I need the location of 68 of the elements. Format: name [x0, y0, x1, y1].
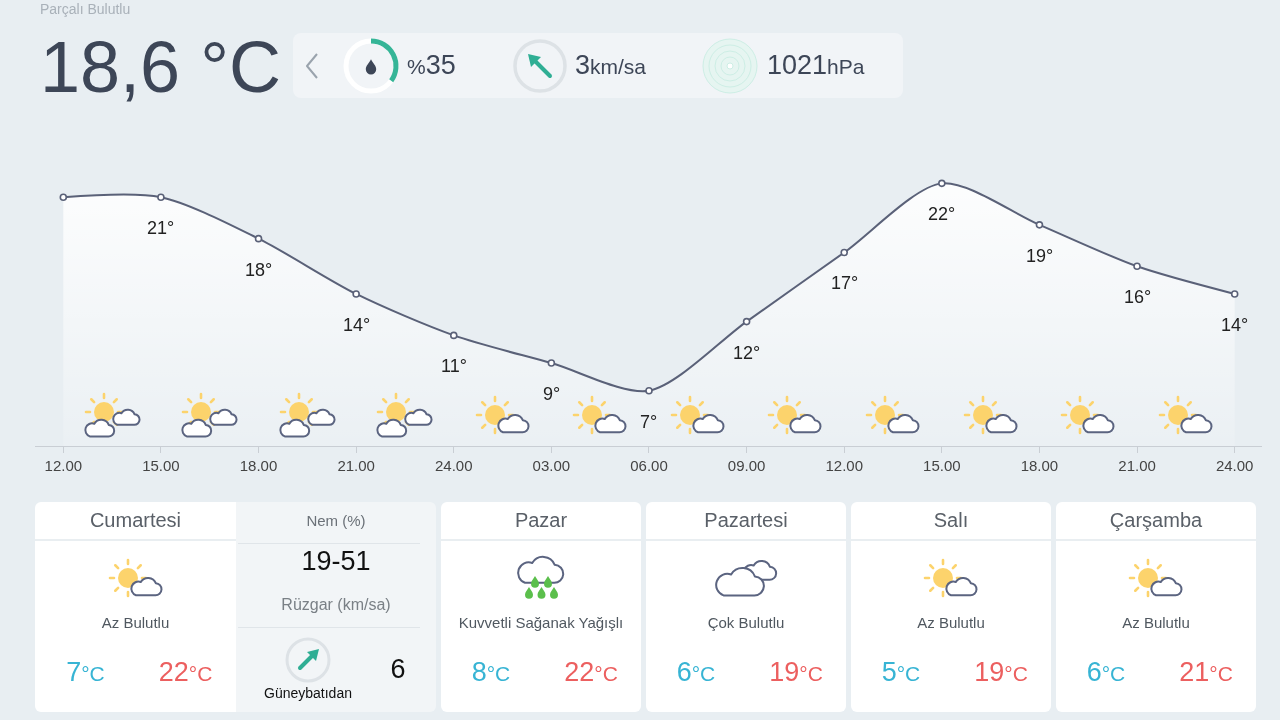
- x-tick-label: 06.00: [630, 457, 668, 474]
- point: [352, 290, 360, 298]
- point: [1230, 290, 1239, 298]
- data-label: 19°: [1026, 246, 1054, 266]
- text: Pazartesi: [704, 508, 788, 532]
- x-tick-label: 18.00: [1020, 457, 1059, 474]
- data-label: 7°: [640, 412, 658, 432]
- text: 8°C: [471, 657, 511, 688]
- text: Cumartesi: [89, 508, 182, 532]
- x-tick-label: 24.00: [1215, 457, 1254, 474]
- point: [645, 386, 653, 395]
- data-label: 14°: [343, 315, 371, 335]
- text: Az Bulutlu: [101, 614, 170, 632]
- text: Kuvvetli Sağanak Yağışlı: [458, 614, 624, 632]
- point: [742, 317, 751, 326]
- text: Az Bulutlu: [917, 614, 985, 632]
- x-tick-label: 18.00: [239, 457, 278, 474]
- text: %35: [407, 50, 456, 81]
- data-label: 9°: [543, 384, 561, 404]
- text: Güneybatıdan: [264, 684, 352, 702]
- point: [449, 331, 458, 340]
- data-label: 16°: [1124, 287, 1152, 307]
- text: Çok Bulutlu: [707, 614, 785, 632]
- text: 6: [390, 654, 406, 686]
- x-tick-label: 21.00: [1118, 457, 1156, 474]
- text: 6°C: [676, 657, 716, 688]
- text: 6°C: [1086, 657, 1126, 688]
- point: [1133, 262, 1141, 271]
- x-tick-label: 12.00: [825, 457, 863, 474]
- text: 19°C: [769, 657, 823, 688]
- data-label: 21°: [147, 218, 175, 238]
- x-tick-label: 03.00: [532, 457, 571, 474]
- data-label: 18°: [245, 260, 273, 280]
- text: 18,6 °C: [40, 25, 281, 109]
- text: 21°C: [1179, 657, 1233, 688]
- x-tick-label: 15.00: [923, 457, 961, 474]
- x-tick-label: 12.00: [44, 457, 83, 474]
- point: [59, 193, 68, 201]
- text: 22°C: [158, 657, 213, 688]
- text: 7°C: [66, 657, 105, 688]
- text: 22°C: [564, 657, 618, 688]
- x-tick-label: 24.00: [434, 457, 473, 474]
- text: Parçalı Bulutlu: [40, 0, 131, 18]
- x-tick-label: 21.00: [337, 457, 375, 474]
- text: Pazar: [514, 508, 568, 532]
- text: 3km/sa: [575, 50, 647, 81]
- text: Az Bulutlu: [1122, 614, 1190, 632]
- point: [1035, 221, 1044, 229]
- data-label: 14°: [1221, 315, 1249, 335]
- text: Çarşamba: [1109, 508, 1203, 532]
- point: [840, 248, 849, 257]
- data-label: 11°: [441, 356, 467, 376]
- text: Salı: [933, 508, 969, 532]
- text: 19-51: [301, 546, 371, 578]
- x-tick-label: 15.00: [142, 457, 180, 474]
- text: Nem (%): [306, 512, 366, 530]
- text: 19°C: [974, 657, 1028, 688]
- x-tick-label: 09.00: [727, 457, 766, 474]
- point: [254, 234, 263, 243]
- point: [547, 359, 556, 367]
- point: [938, 179, 946, 188]
- data-label: 12°: [733, 343, 761, 363]
- text: 5°C: [881, 657, 921, 688]
- point: [157, 193, 165, 201]
- text: Rüzgar (km/sa): [281, 595, 391, 615]
- text: 1021hPa: [767, 50, 865, 81]
- data-label: 22°: [928, 204, 956, 224]
- data-label: 17°: [831, 273, 859, 293]
